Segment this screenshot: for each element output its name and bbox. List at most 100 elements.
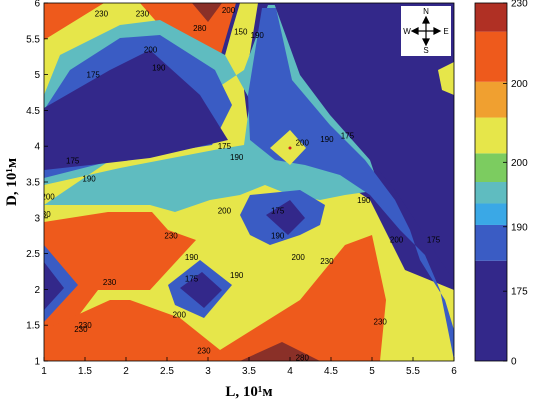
- region-230-bottom: [44, 235, 386, 361]
- contour-label: 175: [218, 142, 232, 151]
- contour-label: 230: [78, 321, 92, 330]
- colorbar-band: [475, 117, 507, 154]
- y-tick-label: 2.5: [26, 249, 40, 260]
- x-axis: 1 1.5 2 2.5 3 3.5 4 4.5 5 5.5 6: [41, 357, 457, 377]
- colorbar-band: [475, 3, 507, 32]
- colorbar-band: [475, 260, 507, 361]
- contour-label: 230: [197, 346, 211, 355]
- contour-label: 200: [296, 139, 310, 148]
- region-230-left: [44, 212, 196, 350]
- x-tick-label: 5: [369, 366, 375, 377]
- region-200-diamond: [270, 130, 306, 165]
- colorbar-band: [475, 153, 507, 182]
- contour-label: 190: [320, 135, 334, 144]
- colorbar-band: [475, 224, 507, 261]
- compass-rose: N S W E: [401, 6, 451, 56]
- compass-s: S: [423, 46, 428, 55]
- contour-label: 200: [173, 310, 187, 319]
- contour-label: 200: [218, 207, 232, 216]
- colorbar-tick-label: 0: [511, 357, 517, 368]
- region-200-rightedge: [438, 62, 454, 95]
- contour-label: 200: [222, 6, 236, 15]
- colorbar-band: [475, 31, 507, 82]
- y-axis-label: D, 10¹м: [4, 158, 20, 206]
- region-low-bottommid: [180, 272, 222, 308]
- y-axis: 1 1.5 2 2.5 3 3.5 4 4.5 5 5.5 6: [26, 0, 48, 368]
- region-280-top: [192, 3, 222, 22]
- colorbar-tick-label: 200: [511, 79, 528, 90]
- x-tick-label: 6: [451, 366, 457, 377]
- region-low-mid: [266, 200, 305, 235]
- x-tick-label: 3.5: [242, 366, 256, 377]
- contour-label: 280: [296, 353, 310, 362]
- y-tick-label: 4: [34, 142, 40, 153]
- contour-label: 230: [374, 318, 388, 327]
- contour-label: 230: [95, 10, 109, 19]
- contour-label: 230: [74, 325, 88, 334]
- contour-label: 150: [234, 28, 248, 37]
- x-tick-label: 1: [41, 366, 47, 377]
- colorbar-border: [474, 2, 508, 362]
- x-tick-label: 4: [287, 366, 293, 377]
- y-tick-label: 3.5: [26, 178, 40, 189]
- region-low-upperright: [274, 3, 454, 280]
- contour-label: 190: [152, 63, 166, 72]
- y-tick-label: 2: [34, 285, 40, 296]
- x-tick-label: 5.5: [406, 366, 420, 377]
- contour-label: 230: [103, 278, 117, 287]
- contour-label: 190: [230, 153, 244, 162]
- colorbar-tick-label: 175: [511, 287, 528, 298]
- contour-label: 175: [341, 131, 355, 140]
- contour-label: 200: [390, 235, 404, 244]
- contour-label: 190: [357, 196, 371, 205]
- contour-label: 230: [37, 210, 51, 219]
- y-tick-label: 6: [34, 0, 40, 10]
- x-tick-label: 1.5: [78, 366, 92, 377]
- contour-label: 190: [82, 174, 96, 183]
- colorbar-tick-label: 200: [511, 158, 528, 169]
- y-tick-label: 4.5: [26, 106, 40, 117]
- contour-label: 175: [427, 235, 441, 244]
- y-tick-label: 1.5: [26, 321, 40, 332]
- y-tick-label: 1: [34, 357, 40, 368]
- colorbar-band: [475, 182, 507, 204]
- contour-label: 175: [87, 71, 101, 80]
- colorbar-tick-label: 190: [511, 222, 528, 233]
- colorbar-band: [475, 81, 507, 118]
- compass-n: N: [423, 7, 429, 16]
- contour-label: 230: [320, 257, 334, 266]
- y-tick-label: 3: [34, 213, 40, 224]
- contour-label: 175: [271, 207, 285, 216]
- contour-label: 280: [193, 24, 207, 33]
- y-tick-label: 5: [34, 70, 40, 81]
- contour-label: 190: [251, 31, 265, 40]
- region-low-leftsmall: [44, 262, 64, 310]
- contour-label: 230: [164, 232, 178, 241]
- x-tick-label: 2: [123, 366, 129, 377]
- contour-label: 175: [66, 157, 80, 166]
- compass-w: W: [403, 27, 411, 36]
- region-230-topleft: [44, 3, 104, 40]
- peak-point: [288, 146, 292, 150]
- contour-label: 230: [136, 10, 150, 19]
- contour-label: 190: [185, 253, 199, 262]
- region-low-upperleft: [44, 50, 228, 170]
- contour-label: 190: [230, 271, 244, 280]
- x-tick-label: 2.5: [160, 366, 174, 377]
- x-tick-label: 4.5: [324, 366, 338, 377]
- compass-arrows-icon: [410, 15, 442, 47]
- contour-label: 175: [185, 275, 199, 284]
- contour-label: 200: [292, 253, 306, 262]
- x-axis-label: L, 10¹м: [225, 384, 272, 400]
- colorbar-tick-label: 230: [511, 0, 528, 10]
- contour-label: 200: [144, 46, 158, 55]
- y-tick-label: 5.5: [26, 34, 40, 45]
- x-tick-label: 3: [205, 366, 211, 377]
- compass-e: E: [443, 27, 448, 36]
- colorbar: 0 175 190 200 200 230: [474, 0, 528, 368]
- region-280-bottom: [240, 342, 320, 361]
- contour-label: 200: [41, 192, 55, 201]
